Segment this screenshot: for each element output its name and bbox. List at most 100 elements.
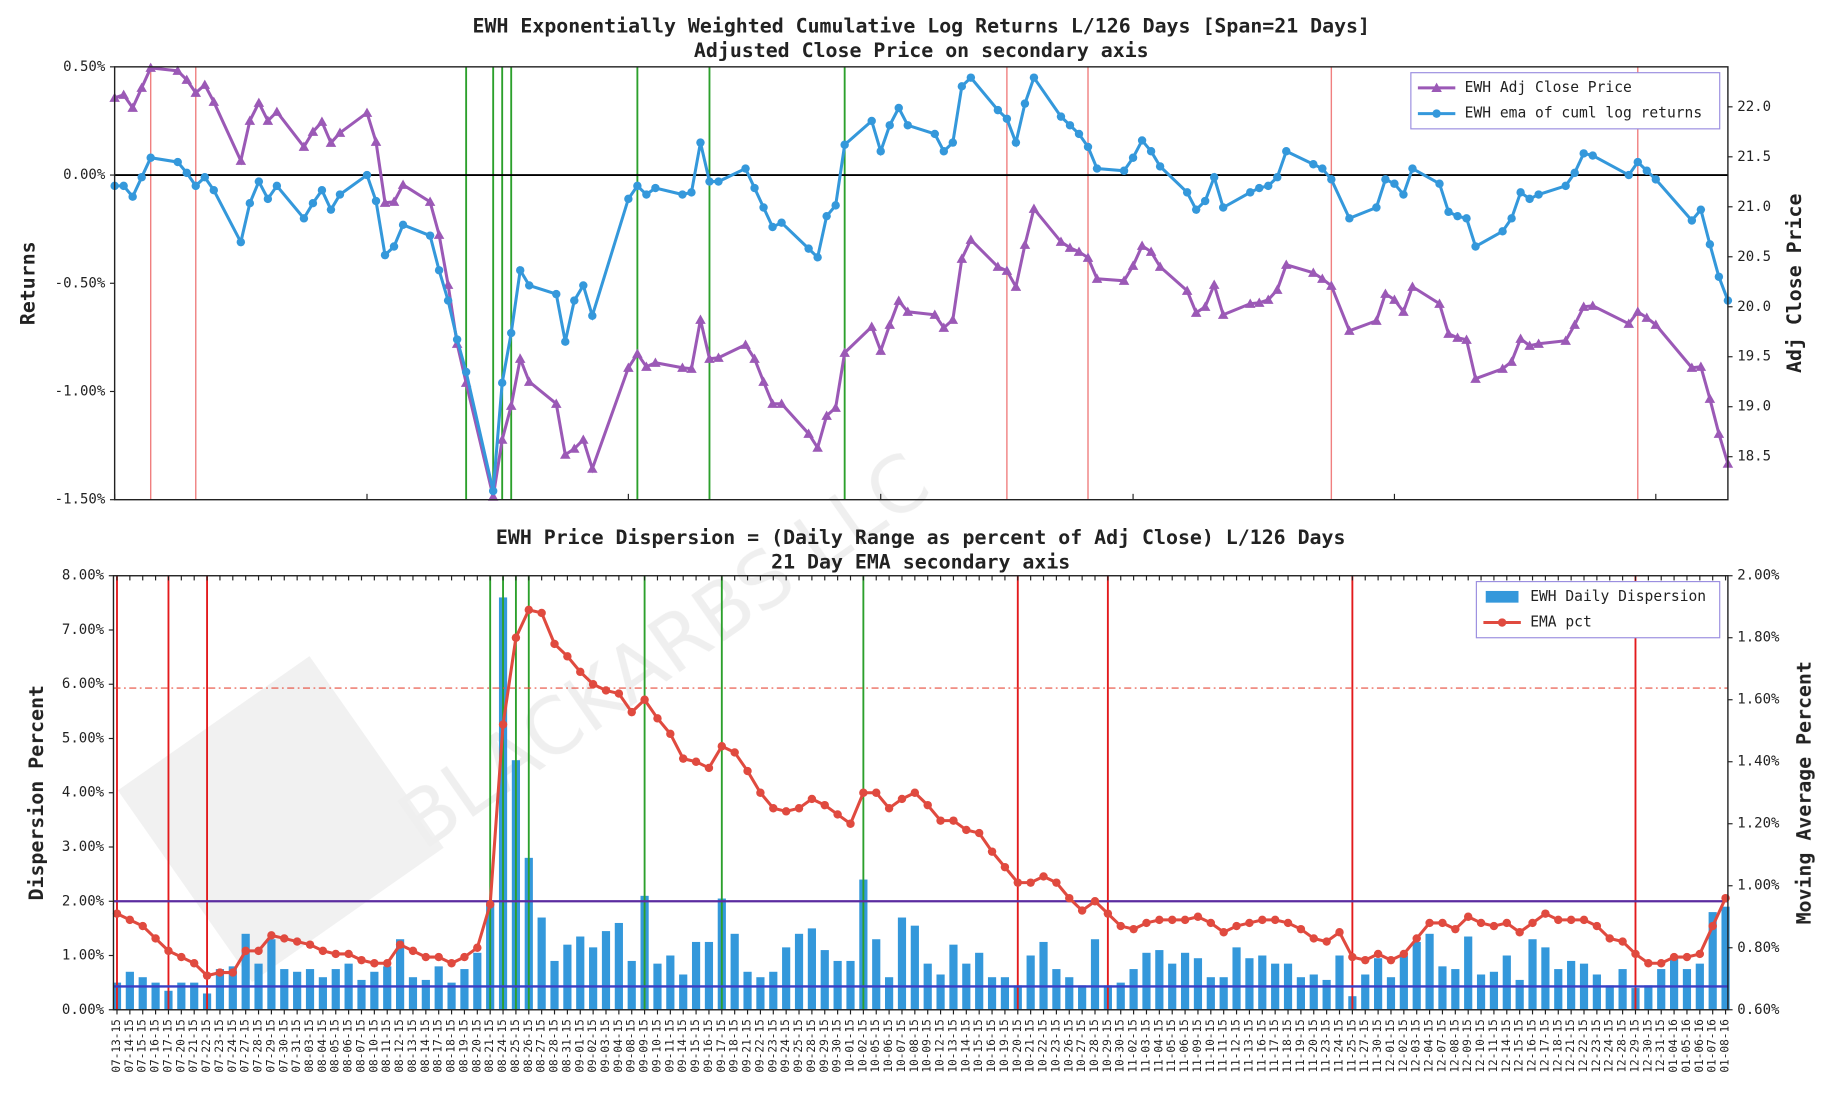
marker <box>1190 307 1202 317</box>
x-tick-label: 08-11-15 <box>380 1019 393 1073</box>
marker <box>1434 298 1445 308</box>
marker <box>1498 227 1507 236</box>
marker <box>408 946 418 956</box>
x-tick-label: 10-27-15 <box>1075 1019 1088 1073</box>
bar <box>241 933 250 1010</box>
bar <box>1657 969 1666 1010</box>
marker <box>884 319 895 329</box>
marker <box>151 934 160 943</box>
marker <box>253 97 265 107</box>
marker <box>831 201 840 210</box>
x-tick-label: 07-16-15 <box>149 1019 162 1073</box>
marker <box>298 141 310 151</box>
legend-label: EWH Daily Dispersion <box>1530 588 1706 605</box>
marker <box>1534 190 1543 199</box>
marker <box>267 931 276 940</box>
marker <box>704 763 714 773</box>
x-tick-label: 09-29-15 <box>818 1019 831 1073</box>
y2-tick-label: 0.80% <box>1737 940 1780 956</box>
marker <box>1219 928 1228 937</box>
x-tick-label: 12-22-15 <box>1577 1019 1590 1073</box>
x-tick-label: 08-21-15 <box>483 1019 496 1073</box>
x-tick-label: 08-13-15 <box>406 1019 419 1073</box>
marker <box>299 214 309 223</box>
marker <box>1217 309 1229 319</box>
marker <box>1218 203 1228 212</box>
marker <box>308 198 318 208</box>
marker <box>1398 306 1409 316</box>
marker <box>876 147 885 156</box>
x-tick-label: 11-17-15 <box>1268 1019 1281 1073</box>
bar <box>1425 933 1434 1010</box>
y2-tick-label: 20.5 <box>1737 249 1771 265</box>
marker <box>1270 915 1280 925</box>
marker <box>452 335 462 344</box>
marker <box>666 729 675 739</box>
marker <box>1065 893 1074 903</box>
x-tick-label: 11-04-15 <box>1152 1019 1165 1073</box>
marker <box>1129 924 1138 934</box>
marker <box>1705 240 1715 249</box>
marker <box>1116 921 1125 931</box>
bar <box>1476 974 1486 1010</box>
bar <box>949 944 958 1010</box>
marker <box>1713 428 1725 438</box>
x-tick-label: 09-28-15 <box>805 1019 818 1073</box>
x-tick-label: 10-29-15 <box>1101 1019 1114 1073</box>
marker <box>730 748 739 757</box>
marker <box>516 266 525 275</box>
marker <box>1657 959 1666 968</box>
marker <box>1029 73 1039 82</box>
bar <box>370 971 379 1010</box>
bar <box>190 982 199 1010</box>
marker <box>1644 959 1653 968</box>
marker <box>993 105 1003 115</box>
marker <box>623 362 634 372</box>
bar <box>1644 985 1653 1010</box>
marker <box>395 940 405 949</box>
marker <box>215 968 225 977</box>
marker <box>254 177 264 186</box>
marker <box>137 173 146 182</box>
marker <box>1497 618 1507 627</box>
bar <box>305 969 315 1010</box>
marker <box>344 949 353 959</box>
marker <box>717 742 727 751</box>
marker <box>1444 207 1453 217</box>
marker <box>587 463 598 473</box>
bar <box>421 979 430 1010</box>
marker <box>511 633 521 642</box>
bar <box>228 966 237 1010</box>
y2-tick-label: 1.00% <box>1737 878 1780 894</box>
x-tick-label: 08-04-15 <box>316 1019 329 1073</box>
marker <box>1092 164 1102 173</box>
marker <box>1281 259 1292 269</box>
bar <box>125 971 134 1010</box>
marker <box>164 946 173 956</box>
marker <box>1682 952 1692 962</box>
bar <box>1708 912 1717 1010</box>
x-tick-label: 08-14-15 <box>419 1019 432 1073</box>
marker <box>505 400 517 410</box>
marker <box>1055 236 1067 246</box>
y2-tick-label: 19.5 <box>1737 349 1771 365</box>
y-tick-label: 6.00% <box>62 676 105 692</box>
marker <box>750 183 759 193</box>
x-tick-label: 11-11-15 <box>1217 1019 1230 1073</box>
marker <box>552 289 561 299</box>
bar <box>704 941 714 1010</box>
x-tick-label: 09-14-15 <box>676 1019 689 1073</box>
chart-subtitle: 21 Day EMA secondary axis <box>771 550 1070 573</box>
x-tick-label: 09-18-15 <box>728 1019 741 1073</box>
y2-tick-label: 1.40% <box>1737 754 1780 770</box>
bar <box>1669 958 1679 1010</box>
marker <box>200 173 209 182</box>
x-tick-label: 10-19-15 <box>998 1019 1011 1073</box>
x-tick-label: 07-27-15 <box>239 1019 252 1073</box>
marker <box>173 157 182 167</box>
bar <box>872 939 881 1010</box>
marker <box>1019 239 1031 249</box>
marker <box>1309 160 1318 169</box>
x-tick-label: 12-08-15 <box>1448 1019 1461 1073</box>
marker <box>1528 918 1537 928</box>
